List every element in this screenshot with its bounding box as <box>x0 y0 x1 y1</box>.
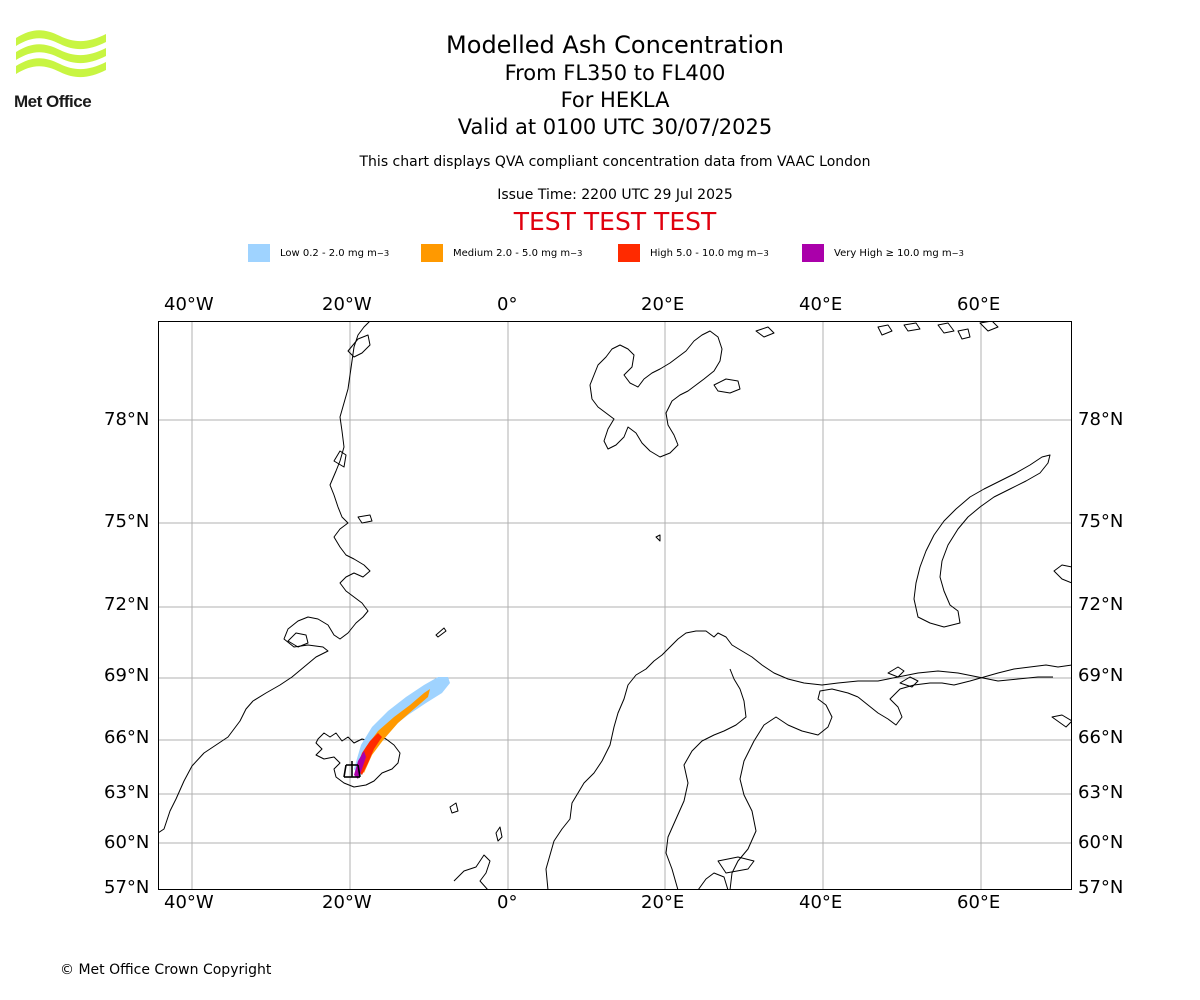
coast-iceland <box>315 732 401 788</box>
ash-very-high-region <box>354 751 366 779</box>
valid-time: Valid at 0100 UTC 30/07/2025 <box>457 115 773 139</box>
coast-nordaustlandet <box>713 378 741 394</box>
lon-tick-top-40w: 40°W <box>164 294 214 315</box>
coast-shetland <box>495 826 503 842</box>
legend-swatch-low <box>248 244 270 262</box>
lat-tick-left-60n: 60°N <box>104 832 150 853</box>
coast-yamal <box>1053 564 1072 584</box>
legend-label-medium: Medium 2.0 - 5.0 mg m <box>453 247 571 259</box>
legend-unit-medium: −3 <box>570 248 583 258</box>
legend-unit-high: −3 <box>756 248 769 258</box>
lon-tick-bottom-20w: 20°W <box>322 892 372 913</box>
chart-header: Modelled Ash Concentration From FL350 to… <box>0 30 1200 237</box>
ash-map <box>158 321 1072 890</box>
ash-low-region <box>354 677 450 777</box>
lat-tick-right-57n: 57°N <box>1078 877 1124 898</box>
legend-label-high: High 5.0 - 10.0 mg m <box>650 247 757 259</box>
legend-unit-very-high: −3 <box>951 248 964 258</box>
lat-tick-right-66n: 66°N <box>1078 727 1124 748</box>
coast-baltic-states <box>697 872 729 890</box>
coast-sweden-finland <box>665 668 747 890</box>
coast-greenland-islet-3 <box>287 632 309 648</box>
graticule <box>158 321 1072 890</box>
lat-tick-left-72n: 72°N <box>104 594 150 615</box>
lat-tick-right-75n: 75°N <box>1078 511 1124 532</box>
ash-plume <box>354 677 450 779</box>
lat-tick-right-60n: 60°N <box>1078 832 1124 853</box>
lat-tick-left-63n: 63°N <box>104 782 150 803</box>
met-office-waves-icon <box>16 30 106 78</box>
coast-faroe <box>449 802 459 814</box>
legend-item-low: Low 0.2 - 2.0 mg m −3 <box>248 243 389 263</box>
lat-tick-left-66n: 66°N <box>104 727 150 748</box>
test-banner: TEST TEST TEST <box>513 207 717 236</box>
legend-item-very-high: Very High ≥ 10.0 mg m −3 <box>802 243 964 263</box>
coast-yamal-south <box>1051 714 1072 728</box>
coast-bear-island <box>655 534 661 542</box>
legend-unit-low: −3 <box>376 248 390 258</box>
legend-swatch-very-high <box>802 244 824 262</box>
ash-medium-region <box>358 689 430 773</box>
coastlines <box>158 321 1072 890</box>
coast-franz-josef-2 <box>903 322 921 332</box>
coast-greenland <box>158 321 371 834</box>
lat-tick-right-69n: 69°N <box>1078 665 1124 686</box>
legend-swatch-medium <box>421 244 443 262</box>
legend-item-medium: Medium 2.0 - 5.0 mg m −3 <box>421 243 582 263</box>
volcano-marker-icon <box>343 761 361 778</box>
coast-kvitoya <box>755 326 775 338</box>
lon-tick-bottom-0: 0° <box>497 892 518 913</box>
coast-greenland-islet-1 <box>333 450 347 468</box>
lat-tick-left-57n: 57°N <box>104 877 150 898</box>
lat-tick-right-63n: 63°N <box>1078 782 1124 803</box>
coast-franz-josef-4 <box>957 328 971 340</box>
lon-tick-top-0: 0° <box>497 294 518 315</box>
lat-tick-left-75n: 75°N <box>104 511 150 532</box>
chart-title: Modelled Ash Concentration <box>446 31 784 59</box>
coast-norway <box>545 630 1053 890</box>
chart-description: This chart displays QVA compliant concen… <box>359 154 871 170</box>
lon-tick-bottom-40e: 40°E <box>799 892 843 913</box>
legend-swatch-high <box>618 244 640 262</box>
lon-tick-bottom-20e: 20°E <box>641 892 685 913</box>
logo-text: Met Office <box>14 92 92 111</box>
coast-franz-josef-1 <box>877 324 893 336</box>
met-office-logo: Met Office <box>14 28 108 112</box>
coast-svalbard <box>589 330 723 458</box>
copyright: © Met Office Crown Copyright <box>60 962 272 978</box>
lat-tick-right-78n: 78°N <box>1078 409 1124 430</box>
legend-label-very-high: Very High ≥ 10.0 mg m <box>834 247 952 259</box>
coast-scotland <box>453 854 491 890</box>
flight-levels: From FL350 to FL400 <box>504 61 726 85</box>
coast-greenland-islet-2 <box>347 334 371 358</box>
issue-time: Issue Time: 2200 UTC 29 Jul 2025 <box>497 187 733 203</box>
lat-tick-right-72n: 72°N <box>1078 594 1124 615</box>
lon-tick-bottom-40w: 40°W <box>164 892 214 913</box>
coast-gulf-of-finland <box>717 856 755 874</box>
legend-item-high: High 5.0 - 10.0 mg m −3 <box>618 243 769 263</box>
lon-tick-top-20e: 20°E <box>641 294 685 315</box>
volcano-name: For HEKLA <box>560 88 670 112</box>
lat-tick-left-69n: 69°N <box>104 665 150 686</box>
coast-baltic <box>729 688 859 890</box>
coast-russia-north <box>857 664 1072 726</box>
lon-tick-top-60e: 60°E <box>957 294 1001 315</box>
lon-tick-top-20w: 20°W <box>322 294 372 315</box>
lon-tick-top-40e: 40°E <box>799 294 843 315</box>
lon-tick-bottom-60e: 60°E <box>957 892 1001 913</box>
coast-franz-josef-3 <box>937 322 955 334</box>
lat-tick-left-78n: 78°N <box>104 409 150 430</box>
legend-label-low: Low 0.2 - 2.0 mg m <box>280 247 377 259</box>
coast-kanin <box>887 666 905 678</box>
coast-greenland-fjord <box>357 514 373 524</box>
coast-vaygach <box>899 676 919 688</box>
coast-jan-mayen <box>435 627 447 638</box>
map-frame <box>158 321 1072 890</box>
coast-novaya-zemlya <box>913 454 1051 628</box>
